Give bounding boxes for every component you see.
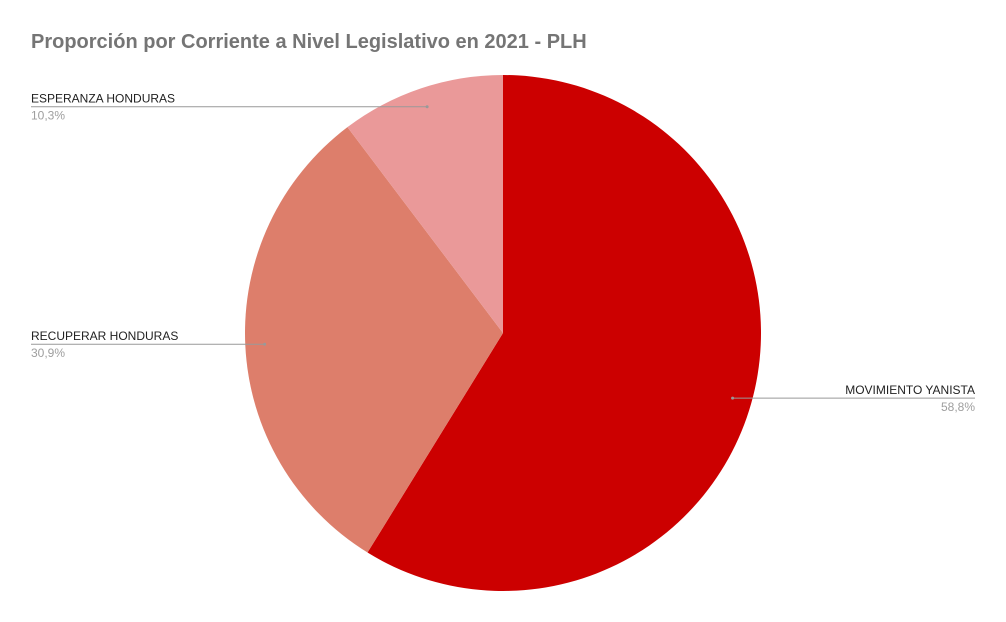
pie-slice-movimiento-yanista [367,75,762,591]
pie-slice-esperanza-honduras [347,75,503,333]
slice-value-movimiento-yanista: 58,8% [941,400,975,414]
chart-title: Proporción por Corriente a Nivel Legisla… [31,31,587,53]
slice-value-recuperar-honduras: 30,9% [31,346,65,360]
pie-slice-recuperar-honduras [245,127,504,553]
slice-label-movimiento-yanista: MOVIMIENTO YANISTA [845,383,975,397]
slice-label-esperanza-honduras: ESPERANZA HONDURAS [31,92,175,106]
slice-value-esperanza-honduras: 10,3% [31,109,65,123]
slice-label-recuperar-honduras: RECUPERAR HONDURAS [31,329,178,343]
